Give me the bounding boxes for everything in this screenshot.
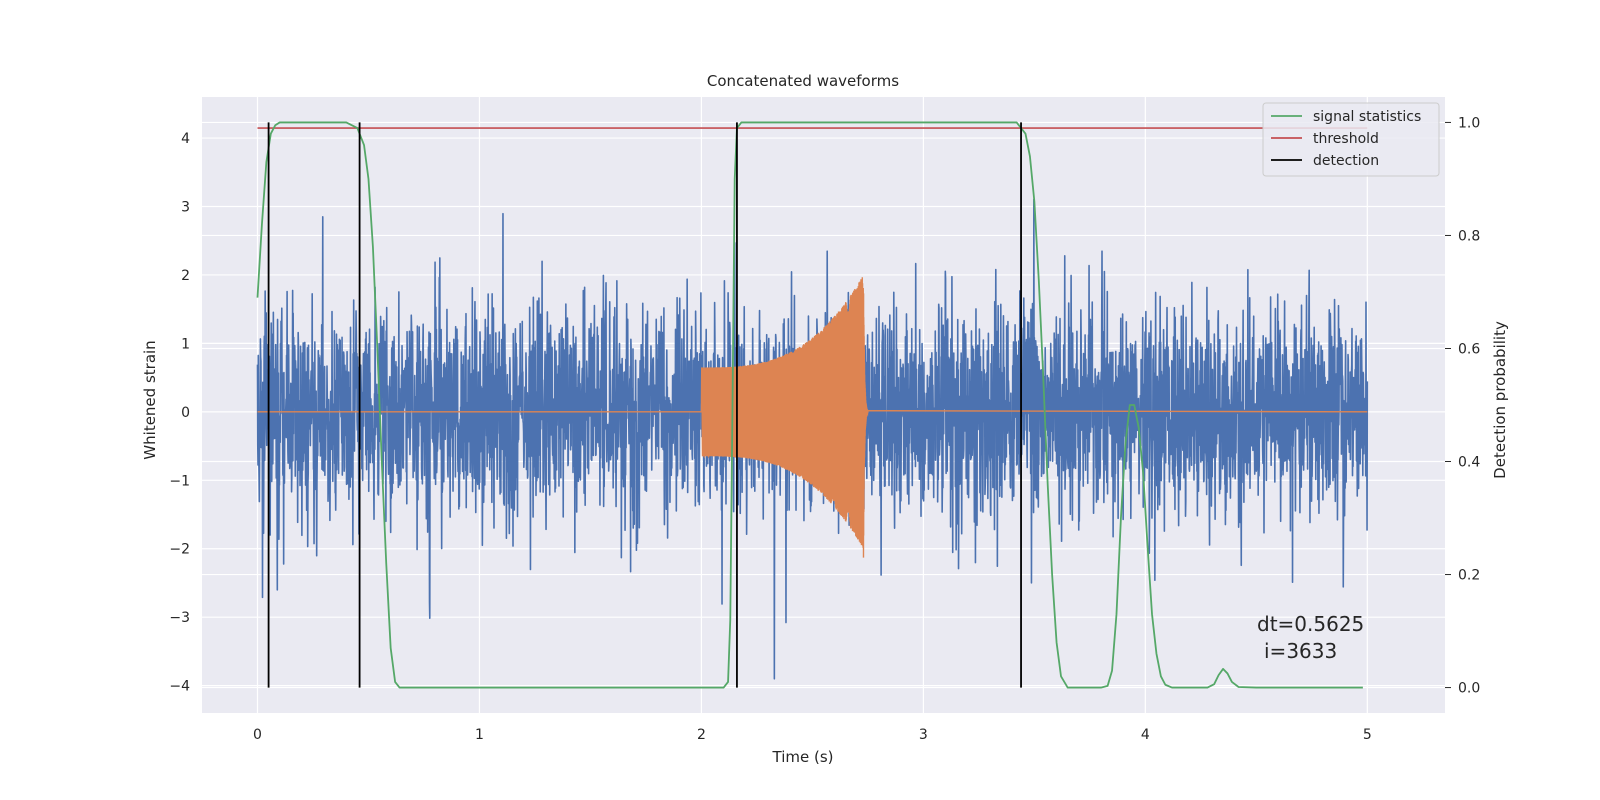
injected-chirp-series — [257, 277, 1368, 558]
x-tick-label: 5 — [1363, 727, 1372, 743]
legend-box — [1262, 102, 1440, 177]
y-tick-label: 1 — [181, 336, 190, 352]
injected-chirp-line — [257, 277, 1368, 558]
y-tick-label-right: 0.2 — [1458, 568, 1480, 584]
signal-statistics-series — [256, 121, 1363, 689]
y-tick-label-right: 0.0 — [1458, 681, 1480, 697]
y-tick-label-right: 0.8 — [1458, 228, 1480, 244]
y-axis-label: Whitened strain — [141, 340, 159, 459]
y-tick-label: −3 — [169, 610, 190, 626]
y-tick-label: 3 — [181, 200, 190, 216]
y-tick-label: −1 — [169, 473, 190, 489]
y-tick-labels-left: −4 −3 −2 −1 0 1 2 3 4 — [169, 131, 190, 695]
annotation-dt: dt=0.5625 — [1257, 612, 1364, 636]
y-tick-label-right: 0.4 — [1458, 455, 1480, 471]
legend-label: signal statistics — [1313, 109, 1421, 125]
x-tick-label: 0 — [253, 727, 262, 743]
signal-statistics-line — [256, 121, 1363, 689]
y-tick-label: 4 — [181, 131, 190, 147]
legend: signal statistics threshold detection — [1262, 102, 1440, 177]
y-tick-label-right: 0.6 — [1458, 341, 1480, 357]
x-tick-labels: 0 1 2 3 4 5 — [253, 727, 1372, 743]
legend-label: detection — [1313, 153, 1379, 169]
x-tick-label: 1 — [475, 727, 484, 743]
legend-label: threshold — [1313, 131, 1379, 147]
chart-title: Concatenated waveforms — [707, 72, 899, 90]
y-tick-label: 2 — [181, 268, 190, 284]
x-tick-label: 3 — [919, 727, 928, 743]
plot-lines — [256, 121, 1369, 689]
x-axis-label: Time (s) — [772, 748, 834, 766]
annotation-index: i=3633 — [1264, 639, 1337, 663]
y-tick-label: 0 — [181, 405, 190, 421]
y-tick-label-right: 1.0 — [1458, 115, 1480, 131]
y-tick-labels-right: 0.0 0.2 0.4 0.6 0.8 1.0 — [1445, 115, 1480, 697]
annotation: dt=0.5625 i=3633 — [1257, 612, 1364, 663]
x-tick-label: 2 — [697, 727, 706, 743]
y-tick-label: −4 — [169, 679, 190, 695]
y-axis-label-right: Detection probability — [1491, 321, 1509, 479]
detection-lines — [267, 122, 1022, 688]
y-tick-label: −2 — [169, 542, 190, 558]
x-tick-label: 4 — [1141, 727, 1150, 743]
